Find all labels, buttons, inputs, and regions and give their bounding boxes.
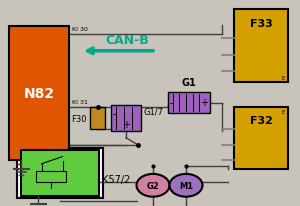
Circle shape bbox=[136, 174, 169, 197]
Text: CAN-B: CAN-B bbox=[106, 33, 149, 46]
Text: N82: N82 bbox=[23, 87, 55, 101]
Bar bbox=[90, 107, 105, 130]
Text: F32: F32 bbox=[250, 115, 272, 125]
Bar bbox=[17, 148, 103, 198]
Text: E: E bbox=[282, 109, 285, 114]
Text: K57/2: K57/2 bbox=[102, 174, 130, 184]
Bar bbox=[168, 93, 210, 113]
Text: +: + bbox=[122, 120, 130, 130]
Text: KI 31: KI 31 bbox=[72, 99, 88, 104]
Bar bbox=[9, 27, 69, 161]
Circle shape bbox=[169, 174, 202, 197]
Bar bbox=[234, 10, 288, 82]
Bar bbox=[234, 107, 288, 169]
Text: G2: G2 bbox=[147, 181, 159, 190]
Bar bbox=[21, 150, 99, 196]
Bar bbox=[111, 105, 141, 132]
Text: M1: M1 bbox=[179, 181, 193, 190]
Text: F30: F30 bbox=[71, 114, 87, 123]
Text: KI 30: KI 30 bbox=[72, 27, 88, 32]
Text: G1: G1 bbox=[182, 78, 196, 88]
Text: E: E bbox=[282, 75, 285, 80]
Text: +: + bbox=[200, 98, 208, 108]
Text: -: - bbox=[112, 108, 116, 118]
Bar bbox=[36, 171, 66, 183]
Text: F33: F33 bbox=[250, 19, 272, 28]
Text: G1/7: G1/7 bbox=[144, 107, 164, 116]
Text: -: - bbox=[169, 98, 173, 108]
